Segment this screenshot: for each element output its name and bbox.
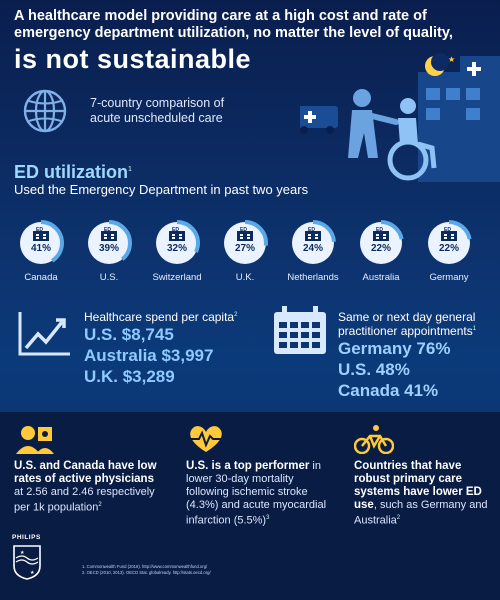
ed-ring bbox=[18, 220, 64, 266]
gp-us: U.S. 48% bbox=[338, 360, 410, 379]
facts-band bbox=[0, 412, 500, 600]
ed-utilization-subtitle: Used the Emergency Department in past tw… bbox=[14, 182, 309, 197]
svg-text:★: ★ bbox=[20, 550, 25, 556]
svg-text:ED: ED bbox=[444, 227, 451, 233]
globe-icon bbox=[23, 89, 67, 133]
ed-circle-us: ED 39% U.S. bbox=[86, 220, 132, 283]
physicians-icon bbox=[16, 426, 54, 454]
svg-text:★: ★ bbox=[30, 570, 35, 576]
ed-building-icon: ED bbox=[305, 227, 321, 241]
ed-building-icon: ED bbox=[169, 227, 185, 241]
svg-text:ED: ED bbox=[240, 227, 247, 233]
comparison-caption: 7-country comparison of acute unschedule… bbox=[90, 96, 225, 125]
hospital-building-icon bbox=[418, 56, 500, 182]
bicycle-icon bbox=[354, 425, 394, 454]
heartbeat-icon bbox=[190, 426, 222, 452]
headline-big: is not sustainable bbox=[14, 44, 252, 74]
svg-text:★: ★ bbox=[448, 55, 455, 64]
ed-country-label: Canada bbox=[24, 272, 58, 283]
ed-percent: 41% bbox=[30, 243, 51, 254]
ed-ring bbox=[426, 220, 472, 266]
ed-circle-germany: ED 22% Germany bbox=[426, 220, 472, 283]
ed-circle-australia: ED 22% Australia bbox=[358, 220, 404, 283]
ed-ring bbox=[222, 220, 268, 266]
svg-text:ED: ED bbox=[376, 227, 383, 233]
ed-country-label: U.K. bbox=[235, 272, 255, 283]
calendar-icon bbox=[274, 306, 326, 354]
spend-australia: Australia $3,997 bbox=[84, 346, 214, 365]
ed-percent: 22% bbox=[438, 243, 459, 254]
ed-country-label: Germany bbox=[429, 272, 469, 283]
ed-building-icon: ED bbox=[373, 227, 389, 241]
ed-circle-switzerland: ED 32% Switzerland bbox=[152, 220, 202, 283]
svg-text:ED: ED bbox=[308, 227, 315, 233]
ed-building-icon: ED bbox=[33, 227, 49, 241]
moon-icon: ★ bbox=[425, 53, 455, 76]
spend-title: Healthcare spend per capita2 bbox=[84, 310, 238, 324]
ed-ring bbox=[154, 220, 200, 266]
trend-chart-icon bbox=[18, 312, 70, 356]
ed-percent: 32% bbox=[166, 243, 187, 254]
ed-country-label: Australia bbox=[362, 272, 400, 283]
spend-uk: U.K. $3,289 bbox=[84, 367, 175, 386]
spend-block: Healthcare spend per capita2 U.S. $8,745… bbox=[84, 310, 237, 387]
philips-shield-icon: ★ ★ bbox=[13, 545, 41, 580]
gp-germany: Germany 76% bbox=[338, 339, 451, 358]
ed-percent: 22% bbox=[370, 243, 391, 254]
ed-building-icon: ED bbox=[441, 227, 457, 241]
ed-country-label: U.S. bbox=[99, 272, 119, 283]
footnotes: 1. Commonwealth Fund (2016). http://www.… bbox=[82, 564, 211, 575]
philips-wordmark: PHILIPS bbox=[12, 534, 41, 541]
ed-circle-uk: ED 27% U.K. bbox=[222, 220, 268, 283]
svg-text:ED: ED bbox=[104, 227, 111, 233]
ed-building-icon: ED bbox=[237, 227, 253, 241]
headline-line-2: emergency department utilization, no mat… bbox=[14, 25, 453, 41]
headline-line-1: A healthcare model providing care at a h… bbox=[14, 8, 427, 24]
ed-utilization-title: ED utilization1 bbox=[14, 162, 132, 182]
ed-country-label: Switzerland bbox=[152, 272, 202, 283]
ed-ring bbox=[86, 220, 132, 266]
ed-circle-netherlands: ED 24% Netherlands bbox=[287, 220, 339, 283]
svg-text:ED: ED bbox=[172, 227, 179, 233]
ed-percent: 39% bbox=[98, 243, 119, 254]
gp-block: Same or next day general practitioner ap… bbox=[338, 310, 477, 400]
ed-ring bbox=[358, 220, 404, 266]
ed-country-label: Netherlands bbox=[287, 272, 339, 283]
ambulance-icon bbox=[300, 106, 338, 134]
ed-building-icon: ED bbox=[101, 227, 117, 241]
ed-percent: 27% bbox=[234, 243, 255, 254]
spend-us: U.S. $8,745 bbox=[84, 325, 174, 344]
hero-section: A healthcare model providing care at a h… bbox=[0, 0, 500, 150]
hospital-scene-illustration: ★ bbox=[300, 53, 500, 182]
fact-primary-care: Countries that have robust primary care … bbox=[354, 460, 488, 527]
ed-circle-canada: ED 41% Canada bbox=[18, 220, 64, 283]
gp-canada: Canada 41% bbox=[338, 381, 439, 400]
svg-text:ED: ED bbox=[36, 227, 43, 233]
ed-ring bbox=[290, 220, 336, 266]
fact-top-performer: U.S. is a top performer in lower 30-day … bbox=[186, 460, 327, 527]
ed-percent: 24% bbox=[302, 243, 323, 254]
ed-utilization-circles: ED 41% Canada ED 39% U.S. ED 32% Switzerland ED 27… bbox=[10, 220, 490, 290]
fact-physicians: U.S. and Canada have low rates of active… bbox=[14, 460, 157, 514]
wheelchair-patient-icon bbox=[348, 89, 437, 181]
